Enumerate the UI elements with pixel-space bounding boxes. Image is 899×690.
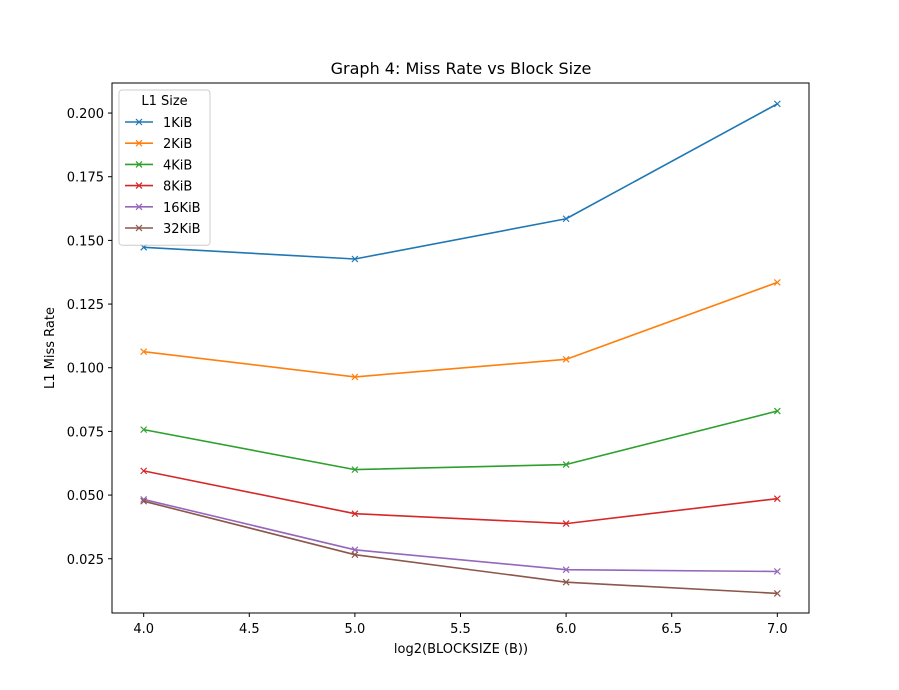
- legend-marker: [135, 160, 143, 168]
- x-tick-label: 7.0: [767, 622, 788, 637]
- data-point-8kib: [773, 495, 781, 503]
- marker-stroke: [562, 520, 570, 528]
- marker-stroke: [140, 497, 148, 505]
- marker-stroke: [562, 566, 570, 574]
- marker-stroke: [773, 495, 781, 503]
- y-axis-title: L1 Miss Rate: [43, 307, 58, 389]
- data-point-2kib: [562, 355, 570, 363]
- series-line-4kib: [143, 410, 778, 471]
- legend-marker: [135, 224, 143, 232]
- marker-stroke: [140, 495, 148, 503]
- marker-stroke: [140, 348, 148, 356]
- legend-marker: [135, 182, 143, 190]
- legend-label: 2KiB: [163, 137, 192, 152]
- legend-label: 4KiB: [163, 158, 192, 173]
- series-line-1kib: [143, 103, 778, 260]
- marker-stroke: [562, 461, 570, 468]
- legend-item-2kib: 2KiB: [125, 137, 192, 152]
- data-point-2kib: [773, 278, 781, 286]
- x-axis-title: log2(BLOCKSIZE (B)): [394, 642, 528, 657]
- data-point-4kib: [140, 426, 148, 434]
- marker-stroke: [562, 578, 570, 586]
- data-point-8kib: [562, 520, 570, 528]
- data-point-4kib: [773, 407, 781, 415]
- marker-stroke: [351, 551, 359, 559]
- marker-stroke: [351, 466, 359, 474]
- plot-area: 4.0 4.5 5.0 5.5 6.0 6.5 7.0 0.025 0.050 0.075 0.10…: [67, 82, 810, 637]
- data-point-32kib: [140, 497, 148, 505]
- marker-stroke: [140, 426, 148, 434]
- legend-item-8kib: 8KiB: [125, 180, 192, 195]
- legend-item-1kib: 1KiB: [125, 116, 192, 131]
- legend-item-4kib: 4KiB: [125, 158, 192, 173]
- data-point-16kib: [773, 568, 781, 575]
- series-line-2kib: [143, 281, 778, 378]
- x-tick-label: 4.0: [133, 622, 154, 637]
- marker-stroke: [351, 255, 359, 263]
- legend-marker: [135, 118, 143, 126]
- data-point-16kib: [562, 566, 570, 574]
- legend-title: L1 Size: [141, 94, 187, 109]
- data-point-4kib: [351, 466, 359, 474]
- y-tick-label: 0.175: [67, 171, 104, 186]
- x-tick-label: 5.0: [345, 622, 366, 637]
- legend-label: 32KiB: [163, 222, 201, 237]
- marker-stroke: [773, 407, 781, 415]
- legend-label: 16KiB: [163, 201, 201, 216]
- legend: L1 Size 1KiB 2KiB 4KiB 8KiB 16KiB 32KiB: [118, 89, 211, 246]
- marker-stroke: [773, 100, 781, 108]
- marker-stroke: [140, 467, 148, 475]
- data-point-1kib: [773, 100, 781, 108]
- series-line-16kib: [143, 498, 778, 573]
- marker-stroke: [773, 278, 781, 286]
- y-tick-label: 0.050: [67, 489, 104, 504]
- x-tick-label: 5.5: [450, 622, 471, 637]
- marker-stroke: [562, 355, 570, 363]
- series-line-8kib: [143, 470, 778, 525]
- legend-marker: [135, 139, 143, 147]
- y-tick-label: 0.200: [67, 107, 104, 122]
- legend-marker: [135, 203, 143, 211]
- x-tick-label: 6.5: [661, 622, 682, 637]
- legend-label: 8KiB: [163, 180, 192, 195]
- marker-stroke: [562, 215, 570, 223]
- data-point-32kib: [351, 551, 359, 559]
- data-point-1kib: [562, 215, 570, 223]
- x-tick-label: 4.5: [239, 622, 260, 637]
- data-point-2kib: [351, 373, 359, 381]
- data-point-8kib: [351, 510, 359, 518]
- legend-label: 1KiB: [163, 116, 192, 131]
- marker-stroke: [773, 589, 781, 597]
- y-tick-label: 0.075: [67, 425, 104, 440]
- marker-stroke: [773, 568, 781, 575]
- legend-item-32kib: 32KiB: [125, 222, 201, 237]
- marker-stroke: [351, 510, 359, 518]
- series-line-32kib: [143, 500, 778, 595]
- marker-stroke: [351, 373, 359, 381]
- x-tick-label: 6.0: [556, 622, 577, 637]
- legend-item-16kib: 16KiB: [125, 201, 201, 216]
- data-point-32kib: [773, 589, 781, 597]
- y-tick-label: 0.125: [67, 298, 104, 313]
- data-point-2kib: [140, 348, 148, 356]
- data-point-4kib: [562, 461, 570, 468]
- data-point-32kib: [562, 578, 570, 586]
- data-point-8kib: [140, 467, 148, 475]
- y-tick-label: 0.025: [67, 553, 104, 568]
- chart-title: Graph 4: Miss Rate vs Block Size: [331, 59, 592, 78]
- data-point-1kib: [351, 255, 359, 263]
- y-tick-label: 0.150: [67, 234, 104, 249]
- y-tick-label: 0.100: [67, 362, 104, 377]
